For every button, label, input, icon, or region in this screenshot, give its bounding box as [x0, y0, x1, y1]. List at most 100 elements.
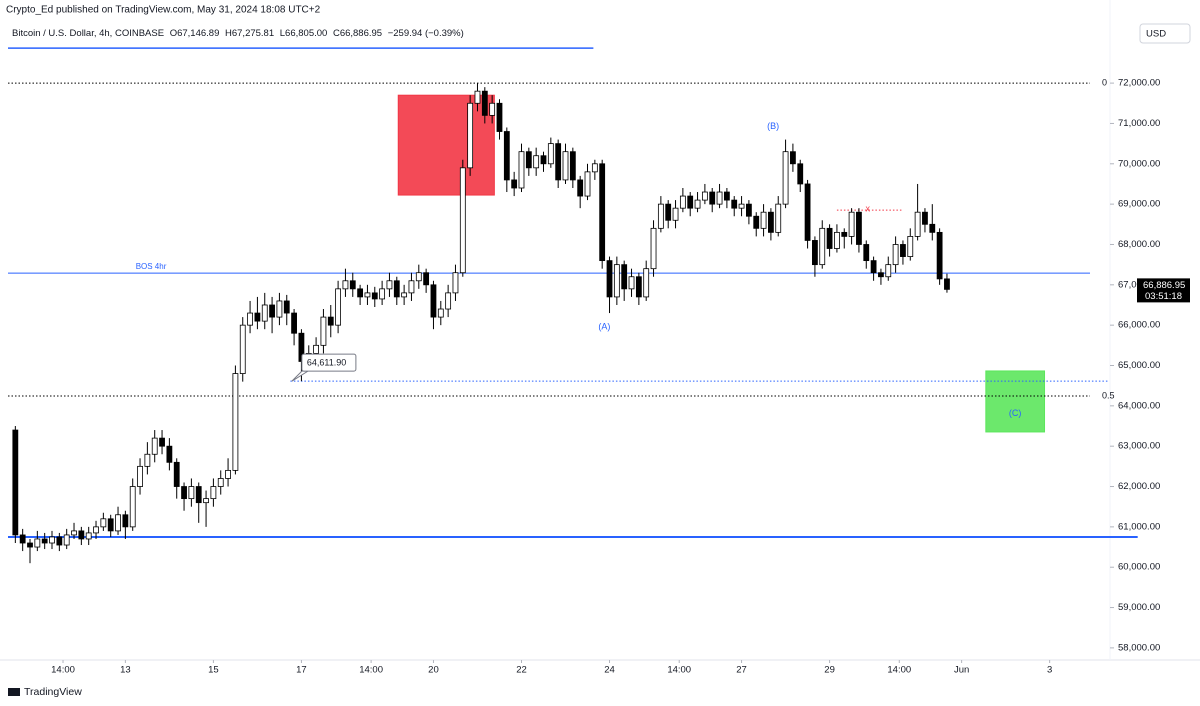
candle-body — [694, 199, 701, 209]
high-text: H67,275.81 — [225, 28, 274, 39]
candle-body — [225, 469, 231, 479]
candle-body — [621, 264, 628, 290]
candle-body — [885, 264, 892, 278]
candle-body — [819, 227, 826, 266]
change-text: −259.94 (−0.39%) — [388, 28, 464, 39]
candle-body — [496, 102, 503, 132]
candle-body — [643, 268, 650, 298]
candle-body — [584, 171, 591, 197]
y-tick-label: 71,000.00 — [1118, 118, 1160, 129]
candle-body — [863, 244, 870, 262]
candle-body — [144, 453, 151, 467]
currency[interactable]: USD — [1146, 29, 1166, 40]
candle-body — [423, 272, 430, 286]
candle-body — [511, 179, 518, 189]
candle-body — [379, 288, 386, 300]
candle-body — [701, 191, 708, 201]
candle-body — [848, 211, 855, 237]
zone-box — [985, 370, 1046, 433]
candle-body — [657, 203, 664, 229]
candle-body — [599, 163, 606, 262]
y-tick-label: 72,000.00 — [1118, 78, 1160, 89]
candle-body — [547, 143, 554, 165]
candle-body — [71, 530, 77, 536]
y-tick-label: 65,000.00 — [1118, 360, 1160, 371]
x-tick-label: 17 — [296, 665, 307, 676]
candle-body — [944, 278, 950, 290]
candle-body — [239, 324, 246, 374]
candle-body — [63, 534, 70, 546]
candle-body — [181, 486, 187, 500]
candle-body — [503, 131, 510, 181]
candle-body — [914, 211, 921, 237]
candle-body — [137, 465, 143, 487]
candle-body — [518, 151, 525, 189]
candle-body — [393, 280, 400, 298]
candle-body — [856, 211, 862, 245]
candle-body — [401, 292, 408, 298]
candle-body — [34, 538, 41, 548]
candle-body — [834, 231, 840, 249]
wave-label: (B) — [767, 121, 779, 131]
candle-body — [731, 199, 738, 209]
candle-body — [768, 211, 774, 233]
plot-area: 58,000.00 59,000.00 60,000.00 61,000.00 62,0… — [8, 47, 1190, 676]
level-label: BOS 4hr — [136, 262, 167, 271]
candle-body — [665, 203, 672, 221]
candle-body — [85, 532, 92, 540]
candle-body — [364, 292, 371, 298]
candle-body — [342, 280, 349, 290]
candle-body — [797, 163, 804, 185]
logo: TradingView — [8, 686, 82, 698]
candle-body — [760, 211, 767, 229]
candle-body — [188, 486, 195, 500]
candle-body — [313, 344, 319, 354]
candle-body — [166, 445, 173, 463]
x-tick-label: 13 — [120, 665, 131, 676]
zone-box — [397, 94, 495, 196]
candle-body — [122, 514, 129, 528]
candle-body — [210, 486, 217, 500]
published-note: Crypto_Ed published on TradingView.com, … — [6, 5, 321, 16]
candle-body — [922, 211, 928, 225]
candle-body — [173, 461, 180, 487]
candle-body — [738, 203, 745, 209]
candle-body — [269, 304, 275, 318]
level-label: 0 — [1102, 77, 1107, 87]
candle-body — [628, 276, 635, 290]
open-text: O67,146.89 — [170, 28, 220, 39]
candle-body — [753, 215, 760, 229]
currency-button[interactable] — [1139, 23, 1191, 44]
wave-label: (A) — [598, 322, 610, 332]
y-tick-label: 69,000.00 — [1118, 199, 1160, 210]
candle-body — [555, 143, 562, 181]
candle-body — [467, 102, 474, 169]
x-tick-label: 24 — [604, 665, 615, 676]
candle-body — [540, 155, 547, 165]
y-tick-label: 58,000.00 — [1118, 642, 1160, 653]
candle-body — [459, 167, 466, 274]
candle-body — [261, 304, 268, 322]
candle-body — [12, 429, 19, 536]
candle-body — [650, 227, 657, 270]
candle-body — [775, 203, 782, 233]
candle-body — [93, 526, 99, 534]
x-tick-label: 14:00 — [887, 665, 911, 676]
candle-body — [613, 264, 620, 298]
level-label: 0.5 — [1102, 390, 1115, 400]
candle-body — [232, 373, 239, 471]
candle-body — [826, 227, 833, 249]
x-tick-label: 14:00 — [51, 665, 75, 676]
candle-body — [790, 151, 796, 165]
last-price: 66,886.95 — [1143, 280, 1185, 291]
x-tick-label: 29 — [824, 665, 835, 676]
y-tick-label: 64,000.00 — [1118, 400, 1160, 411]
candle-body — [577, 179, 584, 197]
y-tick-label: 70,000.00 — [1118, 158, 1160, 169]
x-tick-label: 22 — [516, 665, 527, 676]
wave-label: x — [865, 203, 870, 213]
candle-body — [812, 240, 818, 266]
candle-body — [217, 478, 224, 487]
candle-body — [327, 316, 334, 326]
candle-body — [936, 231, 943, 280]
